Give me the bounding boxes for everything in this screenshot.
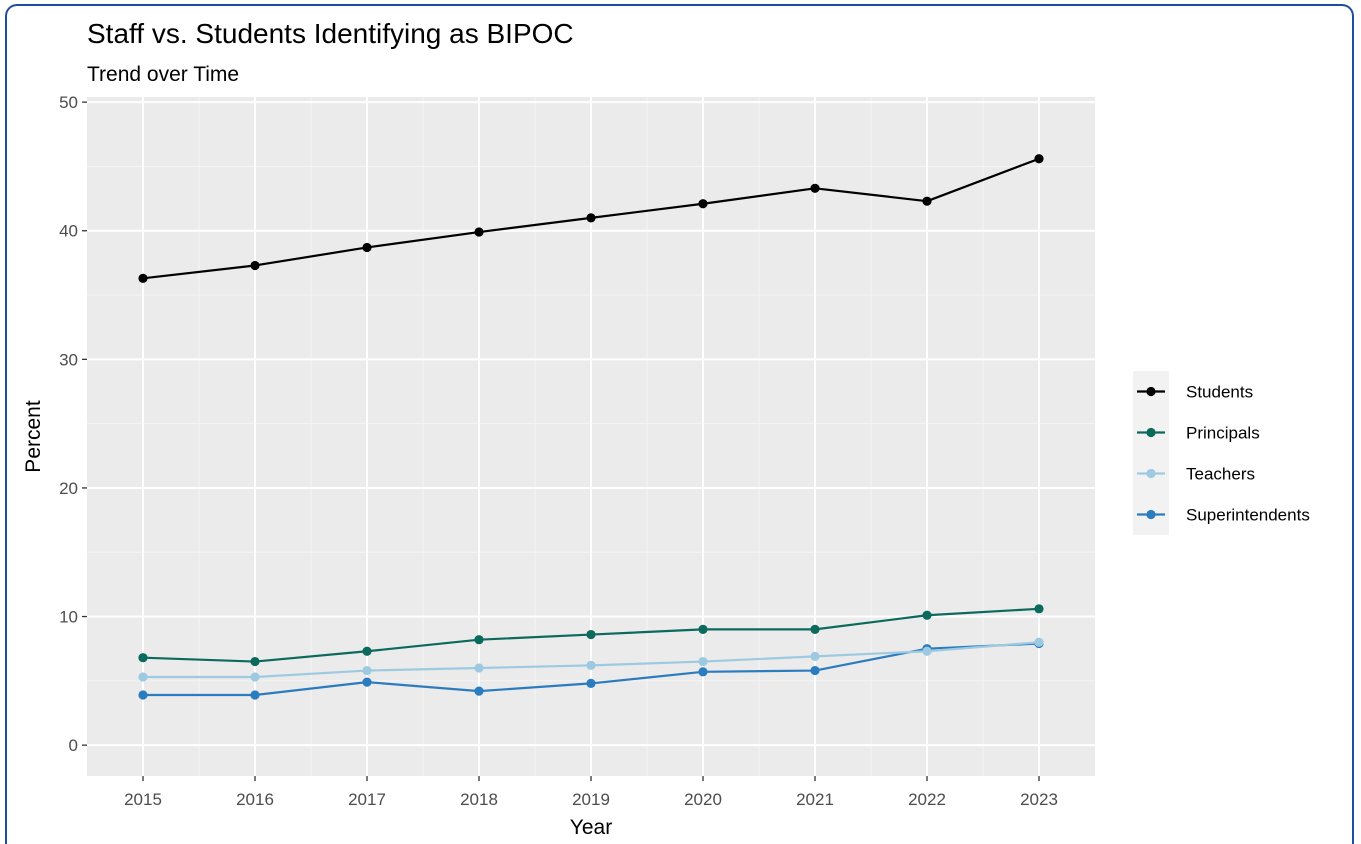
data-point-students [250, 260, 260, 271]
data-point-teachers [586, 660, 596, 671]
legend-swatch-point-students [1146, 386, 1156, 397]
data-point-principals [474, 635, 484, 645]
legend-swatch-point-superintendents [1146, 509, 1156, 520]
y-tick-label: 0 [69, 736, 78, 755]
data-point-students [810, 183, 820, 193]
data-point-superintendents [474, 686, 484, 696]
x-tick-label: 2016 [236, 790, 274, 809]
legend-key-background [1133, 371, 1169, 535]
data-point-teachers [922, 646, 932, 656]
data-point-principals [586, 629, 596, 640]
x-tick-label: 2021 [796, 790, 834, 809]
data-point-teachers [138, 672, 148, 682]
y-axis-title: Percent [22, 400, 45, 473]
data-point-superintendents [362, 677, 372, 687]
data-point-principals [698, 624, 708, 634]
data-point-students [474, 227, 484, 237]
y-tick-label: 30 [59, 350, 78, 369]
data-point-principals [362, 646, 372, 656]
legend-label-superintendents: Superintendents [1186, 506, 1310, 525]
data-point-principals [138, 653, 148, 663]
data-point-students [138, 273, 148, 283]
legend-swatch-point-principals [1146, 427, 1156, 438]
data-point-teachers [474, 663, 484, 673]
data-point-superintendents [698, 667, 708, 677]
x-tick-label: 2023 [1020, 790, 1058, 809]
x-tick-label: 2020 [684, 790, 722, 809]
data-point-principals [1034, 604, 1044, 614]
legend-label-students: Students [1186, 383, 1253, 402]
data-point-superintendents [810, 665, 820, 676]
y-tick-label: 40 [59, 222, 78, 241]
data-point-teachers [698, 656, 708, 667]
legend-label-principals: Principals [1186, 424, 1260, 443]
data-point-students [586, 213, 596, 223]
x-tick-label: 2015 [124, 790, 162, 809]
data-point-teachers [1034, 637, 1044, 647]
major-gridlines [87, 97, 1095, 776]
data-point-teachers [810, 651, 820, 662]
y-tick-label: 10 [59, 608, 78, 627]
series-points [138, 154, 1044, 700]
data-point-principals [922, 610, 932, 620]
data-point-superintendents [250, 690, 260, 700]
legend: Students Principals Teachers Superintendent… [1133, 371, 1310, 535]
y-axis: 0 10 20 30 40 50 [59, 93, 87, 755]
data-point-superintendents [586, 678, 596, 689]
legend-swatch-point-teachers [1146, 468, 1156, 479]
x-axis-title: Year [570, 816, 612, 839]
data-point-students [362, 242, 372, 253]
data-point-superintendents [138, 690, 148, 700]
data-point-teachers [362, 665, 372, 676]
chart-title: Staff vs. Students Identifying as BIPOC [87, 18, 574, 49]
data-point-principals [250, 656, 260, 667]
data-point-students [698, 199, 708, 209]
legend-label-teachers: Teachers [1186, 465, 1255, 484]
data-point-students [922, 196, 932, 206]
x-tick-label: 2018 [460, 790, 498, 809]
y-tick-label: 20 [59, 479, 78, 498]
x-tick-label: 2019 [572, 790, 610, 809]
line-chart: 0 10 20 30 40 50 2015 2016 2017 2018 2019 2020 2021… [22, 93, 1310, 839]
x-tick-label: 2022 [908, 790, 946, 809]
chart-subtitle: Trend over Time [87, 63, 240, 86]
data-point-principals [810, 624, 820, 634]
x-axis: 2015 2016 2017 2018 2019 2020 2021 2022 2023 [124, 776, 1058, 809]
chart-frame: Staff vs. Students Identifying as BIPOC … [5, 4, 1354, 844]
y-tick-label: 50 [59, 93, 78, 112]
data-point-students [1034, 154, 1044, 164]
data-point-teachers [250, 672, 260, 682]
x-tick-label: 2017 [348, 790, 386, 809]
